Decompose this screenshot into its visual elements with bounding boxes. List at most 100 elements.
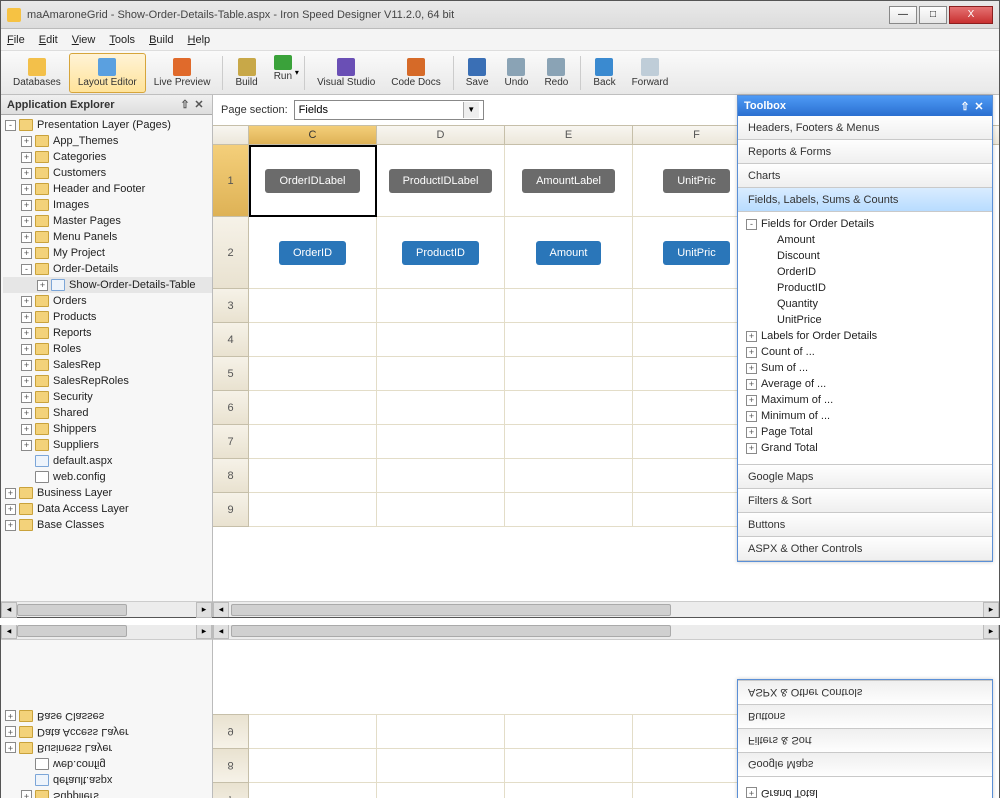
tree-item[interactable]: +Images [3,197,212,213]
toolbox-tree-item[interactable]: Quantity [744,296,986,312]
toolbox-tree-item[interactable]: +Grand Total [744,440,986,456]
tree-item[interactable]: +Suppliers [3,437,212,453]
expand-icon[interactable]: + [21,440,32,451]
expand-icon[interactable]: + [5,711,16,722]
explorer-hscrollbar[interactable]: ◂ ▸ [1,625,212,640]
grid-cell[interactable] [249,425,377,459]
menu-item-file[interactable]: File [7,34,25,46]
expand-icon[interactable]: + [21,328,32,339]
expand-icon[interactable]: + [746,331,757,342]
tree-item[interactable]: +Shared [3,405,212,421]
tree-item[interactable]: -Order-Details [3,261,212,277]
close-panel-icon[interactable]: ✕ [192,98,206,111]
close-button[interactable]: X [949,6,993,24]
toolbar-back[interactable]: Back [585,53,623,93]
toolbox-section[interactable]: Google Maps [738,465,992,489]
maximize-button[interactable]: □ [919,6,947,24]
menu-item-help[interactable]: Help [188,34,211,46]
row-header[interactable]: 2 [213,217,249,289]
scroll-right-icon[interactable]: ▸ [196,625,212,639]
toolbar-code-docs[interactable]: Code Docs [383,53,448,93]
scroll-right-icon[interactable]: ▸ [196,602,212,618]
tree-item[interactable]: +Master Pages [3,213,212,229]
expand-icon[interactable]: + [21,184,32,195]
grid-cell[interactable]: ProductID [377,217,505,289]
grid-cell[interactable] [249,357,377,391]
grid-cell[interactable] [249,289,377,323]
expand-icon[interactable]: + [746,427,757,438]
toolbox-tree-item[interactable]: +Page Total [744,424,986,440]
grid-cell[interactable] [377,357,505,391]
expand-icon[interactable]: + [5,504,16,515]
tree-item[interactable]: +Orders [3,293,212,309]
grid-cell[interactable] [377,493,505,527]
row-header[interactable]: 8 [213,748,249,782]
column-header[interactable]: E [505,126,633,144]
field-pill[interactable]: OrderID [279,241,346,265]
minimize-button[interactable]: — [889,6,917,24]
tree-item[interactable]: +Header and Footer [3,181,212,197]
toolbox-section[interactable]: Headers, Footers & Menus [738,116,992,140]
expand-icon[interactable]: - [746,219,757,230]
tree-item[interactable]: +Suppliers [3,788,212,800]
grid-cell[interactable]: Amount [505,217,633,289]
expand-icon[interactable]: - [5,120,16,131]
tree-item[interactable]: +My Project [3,245,212,261]
expand-icon[interactable]: + [5,520,16,531]
expand-icon[interactable]: + [21,296,32,307]
toolbox-tree-item[interactable]: +Average of ... [744,376,986,392]
toolbox-tree-item[interactable]: Amount [744,232,986,248]
grid-cell[interactable] [249,459,377,493]
expand-icon[interactable]: + [21,376,32,387]
grid-cell[interactable] [505,289,633,323]
toolbar-undo[interactable]: Undo [497,53,537,93]
row-header[interactable]: 7 [213,782,249,800]
grid-hscrollbar[interactable]: ◂ ▸ [213,601,999,617]
grid-cell[interactable] [377,425,505,459]
grid-cell[interactable] [377,391,505,425]
field-pill[interactable]: UnitPric [663,241,730,265]
tree-item[interactable]: +App_Themes [3,133,212,149]
grid-cell[interactable] [505,493,633,527]
expand-icon[interactable]: + [37,280,48,291]
expand-icon[interactable]: + [746,379,757,390]
expand-icon[interactable]: + [21,168,32,179]
tree-item[interactable]: +Data Access Layer [3,724,212,740]
toolbar-live-preview[interactable]: Live Preview [146,53,219,93]
expand-icon[interactable]: + [21,360,32,371]
toolbar-forward[interactable]: Forward [624,53,677,93]
menu-item-edit[interactable]: Edit [39,34,58,46]
grid-cell[interactable] [377,323,505,357]
expand-icon[interactable]: + [746,363,757,374]
close-panel-icon[interactable]: ✕ [972,100,986,113]
toolbox-section[interactable]: ASPX & Other Controls [738,680,992,704]
grid-cell[interactable] [505,782,633,800]
tree-item[interactable]: +SalesRep [3,357,212,373]
expand-icon[interactable]: + [21,312,32,323]
tree-item[interactable]: web.config [3,469,212,485]
expand-icon[interactable]: + [746,395,757,406]
expand-icon[interactable]: + [5,488,16,499]
column-header[interactable]: C [249,126,377,144]
expand-icon[interactable]: + [21,344,32,355]
row-header[interactable]: 4 [213,323,249,357]
grid-cell[interactable]: AmountLabel [505,145,633,217]
application-explorer-tree[interactable]: -Presentation Layer (Pages)+App_Themes+C… [1,640,212,800]
expand-icon[interactable]: + [21,136,32,147]
dropdown-icon[interactable]: ▾ [295,68,299,77]
grid-cell[interactable] [377,459,505,493]
pin-icon[interactable]: ⇧ [178,98,192,111]
field-pill[interactable]: ProductIDLabel [389,169,493,193]
page-section-select[interactable]: Fields ▼ [294,100,484,120]
expand-icon[interactable]: + [746,443,757,454]
scroll-thumb[interactable] [17,604,127,616]
toolbox-section[interactable]: Buttons [738,513,992,537]
grid-cell[interactable] [377,289,505,323]
row-header[interactable]: 8 [213,459,249,493]
grid-cell[interactable] [505,714,633,748]
toolbox-section[interactable]: Google Maps [738,752,992,776]
toolbox-tree-item[interactable]: -Fields for Order Details [744,216,986,232]
scroll-thumb[interactable] [17,625,127,637]
field-pill[interactable]: UnitPric [663,169,730,193]
grid-cell[interactable] [377,782,505,800]
